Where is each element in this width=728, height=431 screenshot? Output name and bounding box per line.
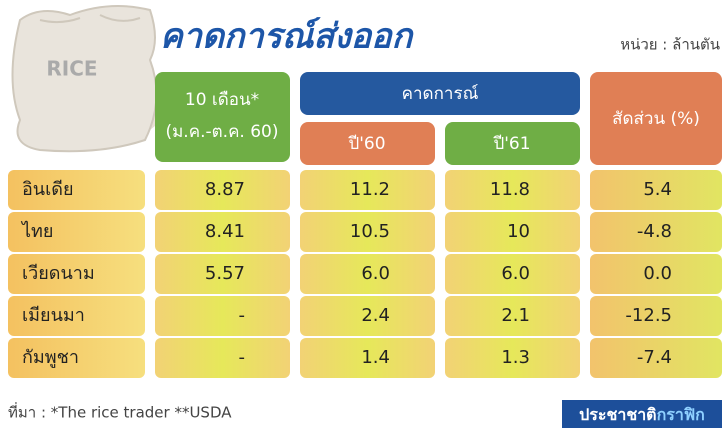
- cell-value: -: [239, 305, 246, 326]
- cell-value: 10: [507, 221, 530, 242]
- table-cell: [8, 254, 145, 294]
- table-cell: [445, 254, 580, 294]
- header-cell: [445, 122, 580, 165]
- cell-value: 5.57: [205, 263, 245, 284]
- country-label: กัมพูชา: [22, 347, 79, 368]
- table-cell: [300, 212, 435, 252]
- table-cell: [445, 170, 580, 210]
- cell-value: 5.4: [643, 179, 672, 200]
- cell-value: -4.8: [637, 221, 672, 242]
- table-cell: [590, 296, 722, 336]
- table-cell: [155, 338, 290, 378]
- header-text: ปี'61: [493, 134, 531, 154]
- header-text: ปี'60: [348, 134, 386, 154]
- table-cell: [8, 170, 145, 210]
- header-text: 10 เดือน*: [185, 90, 259, 110]
- table-cell: [300, 296, 435, 336]
- brand-part: กราฟิก: [657, 405, 705, 424]
- table-cell: [8, 296, 145, 336]
- country-label: เวียดนาม: [22, 263, 95, 284]
- cell-value: 11.2: [350, 179, 390, 200]
- brand-part: ประชาชาติ: [579, 405, 656, 424]
- cell-value: 1.4: [361, 347, 390, 368]
- cell-value: 0.0: [643, 263, 672, 284]
- cell-value: 8.41: [205, 221, 245, 242]
- source: ที่มา : *The rice trader **USDA: [8, 402, 232, 422]
- table-cell: [8, 338, 145, 378]
- table-cell: [300, 338, 435, 378]
- table-body: อินเดีย 8.87 11.2 11.8 5.4 ไทย 8.41 10.5 10 -4.8 เ…: [8, 170, 722, 378]
- table-cell: [155, 254, 290, 294]
- table-cell: [590, 338, 722, 378]
- bag-label: RICE: [46, 57, 97, 81]
- header-cell: [590, 72, 722, 165]
- cell-value: 10.5: [350, 221, 390, 242]
- table-cell: [590, 212, 722, 252]
- table-cell: [155, 170, 290, 210]
- cell-value: 6.0: [361, 263, 390, 284]
- country-label: อินเดีย: [22, 179, 74, 200]
- table-cell: [445, 338, 580, 378]
- header-text: (ม.ค.-ต.ค. 60): [165, 122, 278, 142]
- table-cell: [445, 296, 580, 336]
- header-cell: [300, 72, 580, 115]
- cell-value: 8.87: [205, 179, 245, 200]
- unit: หน่วย : ล้านตัน: [620, 36, 720, 54]
- country-label: ไทย: [20, 220, 53, 242]
- table-cell: [590, 170, 722, 210]
- cell-value: 2.1: [501, 305, 530, 326]
- cell-value: 11.8: [490, 179, 530, 200]
- brand: ประชาชาติกราฟิก: [579, 405, 705, 424]
- cell-value: 2.4: [361, 305, 390, 326]
- cell-value: 1.3: [501, 347, 530, 368]
- header-cell: [155, 72, 290, 162]
- table-cell: [300, 254, 435, 294]
- table-cell: [155, 296, 290, 336]
- table-cell: [590, 254, 722, 294]
- title: คาดการณ์ส่งออก: [160, 17, 415, 57]
- country-label: เมียนมา: [22, 305, 85, 326]
- table-cell: [155, 212, 290, 252]
- cell-value: 6.0: [501, 263, 530, 284]
- table-cell: [8, 212, 145, 252]
- table-cell: [445, 212, 580, 252]
- table-cell: [300, 170, 435, 210]
- cell-value: -: [239, 347, 246, 368]
- header-cell: [300, 122, 435, 165]
- cell-value: -12.5: [625, 305, 672, 326]
- cell-value: -7.4: [637, 347, 672, 368]
- brand-box: [562, 400, 722, 428]
- header-text: สัดส่วน (%): [612, 109, 700, 129]
- header-text: คาดการณ์: [402, 84, 479, 104]
